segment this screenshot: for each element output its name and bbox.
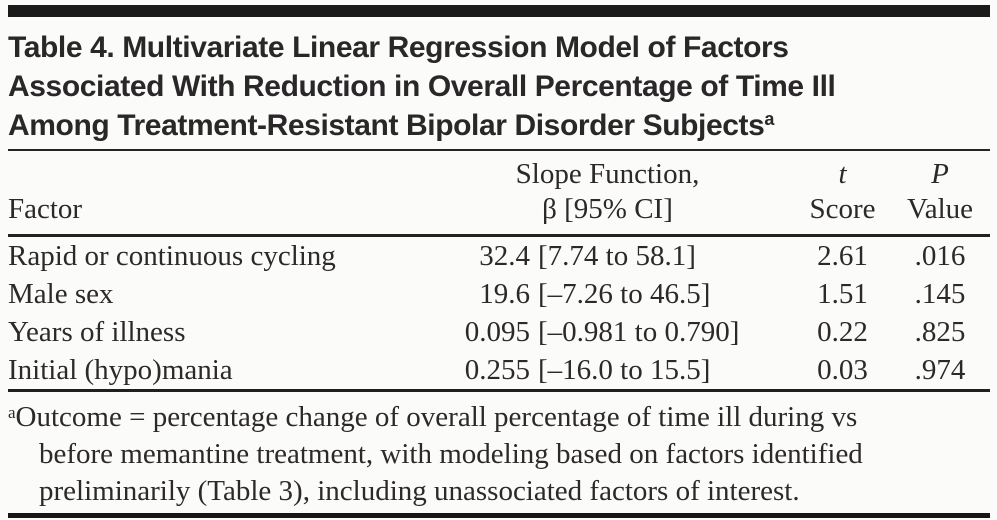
title-footnote-marker: a <box>764 109 775 130</box>
beta-value: 32.4 <box>479 239 530 272</box>
ci-value: [–0.981 to 0.790] <box>538 315 740 348</box>
ci-value: [–16.0 to 15.5] <box>538 353 711 386</box>
header-factor: Factor <box>8 151 420 237</box>
title-separator-rule <box>8 149 990 151</box>
slope-cell: 19.6 [–7.26 to 46.5] <box>420 275 795 313</box>
table-body: Rapid or continuous cycling 32.4 [7.74 to… <box>8 236 990 390</box>
footnote-line-1: aOutcome = percentage change of overall … <box>8 399 990 436</box>
table-header: Factor Slope Function, β [95% CI] t Scor… <box>8 151 990 237</box>
t-score-cell: 1.51 <box>817 277 868 310</box>
header-p-value: P Value <box>890 151 990 237</box>
table-row: Years of illness 0.095 [–0.981 to 0.790] … <box>8 313 990 351</box>
factor-cell: Initial (hypo)mania <box>8 353 233 386</box>
beta-value: 0.255 <box>464 353 530 386</box>
table-title-line-3-text: Among Treatment-Resistant Bipolar Disord… <box>8 109 765 142</box>
header-slope-line-1: Slope Function, <box>515 158 700 190</box>
beta-value: 19.6 <box>479 277 530 310</box>
footnote-line-1-text: Outcome = percentage change of overall p… <box>15 401 858 433</box>
table-row: Initial (hypo)mania 0.255 [–16.0 to 15.5]… <box>8 351 990 389</box>
top-border-bar <box>8 5 990 17</box>
slope-cell: 0.095 [–0.981 to 0.790] <box>420 313 795 351</box>
t-score-cell: 0.22 <box>817 315 868 348</box>
header-slope-function: Slope Function, β [95% CI] <box>420 151 795 237</box>
footnote-line-3: preliminarily (Table 3), including unass… <box>39 475 800 507</box>
factor-cell: Rapid or continuous cycling <box>8 239 336 272</box>
regression-table: Factor Slope Function, β [95% CI] t Scor… <box>8 151 990 389</box>
p-value-cell: .145 <box>914 277 966 310</box>
header-t-score: t Score <box>795 151 890 237</box>
slope-cell: 32.4 [7.74 to 58.1] <box>420 236 795 276</box>
beta-value: 0.095 <box>464 315 530 348</box>
table-title-line-3: Among Treatment-Resistant Bipolar Disord… <box>8 106 990 145</box>
header-p-line-2: Value <box>906 193 974 225</box>
factor-cell: Male sex <box>8 277 114 310</box>
body-footnote-separator-rule <box>8 389 990 392</box>
t-score-cell: 2.61 <box>817 239 868 272</box>
table-row: Rapid or continuous cycling 32.4 [7.74 to… <box>8 236 990 276</box>
t-score-cell: 0.03 <box>817 353 868 386</box>
table-title: Table 4. Multivariate Linear Regression … <box>8 28 990 145</box>
table-title-line-1: Table 4. Multivariate Linear Regression … <box>8 31 789 64</box>
header-row: Factor Slope Function, β [95% CI] t Scor… <box>8 151 990 237</box>
table-footnote: aOutcome = percentage change of overall … <box>8 399 990 510</box>
header-slope-line-2: β [95% CI] <box>542 193 673 225</box>
p-value-cell: .974 <box>914 353 966 386</box>
bottom-border-bar <box>8 513 990 518</box>
slope-cell: 0.255 [–16.0 to 15.5] <box>420 351 795 389</box>
header-t-line-2: Score <box>809 193 876 225</box>
p-value-cell: .825 <box>914 315 966 348</box>
ci-value: [7.74 to 58.1] <box>538 239 696 272</box>
table-title-line-2: Associated With Reduction in Overall Per… <box>8 70 836 103</box>
p-value-cell: .016 <box>914 239 966 272</box>
ci-value: [–7.26 to 46.5] <box>538 277 711 310</box>
footnote-line-2: before memantine treatment, with modelin… <box>39 438 863 470</box>
factor-cell: Years of illness <box>8 315 186 348</box>
header-t-line-1: t <box>838 158 847 190</box>
header-p-line-1: P <box>931 158 949 190</box>
table-row: Male sex 19.6 [–7.26 to 46.5] 1.51 .145 <box>8 275 990 313</box>
footnote-marker: a <box>8 402 16 422</box>
